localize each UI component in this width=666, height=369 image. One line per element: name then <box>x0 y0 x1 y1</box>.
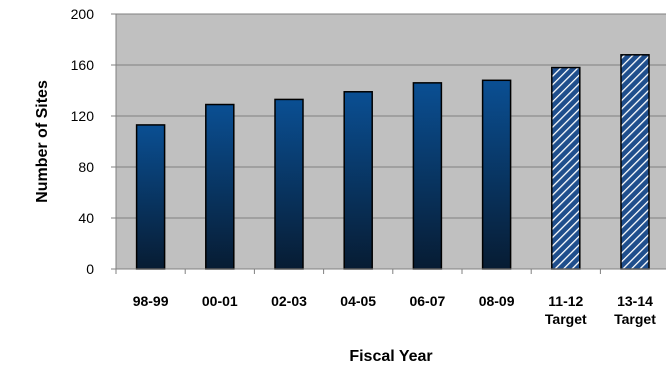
bar-98-99 <box>135 124 166 270</box>
y-axis-title: Number of Sites <box>34 80 51 203</box>
y-tick-label: 120 <box>71 108 95 124</box>
x-tick-sublabel: Target <box>545 311 587 327</box>
plot-area <box>116 14 666 269</box>
y-tick-label: 0 <box>86 261 94 277</box>
x-tick-label: 11-12 <box>548 293 583 309</box>
x-tick-label: 00-01 <box>202 293 238 309</box>
x-tick-label: 08-09 <box>479 293 515 309</box>
bar-08-09 <box>481 79 512 270</box>
axes <box>111 13 666 274</box>
x-tick-label: 02-03 <box>271 293 307 309</box>
bar-11-12 <box>551 66 581 270</box>
bar-02-03 <box>274 98 304 270</box>
x-tick-label: 98-99 <box>133 293 169 309</box>
x-tick-label: 13-14 <box>617 293 653 309</box>
x-tick-sublabel: Target <box>614 311 656 327</box>
labels: 0 40 80 120 160 200 98-99 00-01 02-03 04-05 06-07 0… <box>71 6 657 327</box>
bar-13-14 <box>620 54 650 270</box>
x-tick-label: 04-05 <box>340 293 376 309</box>
y-tick-label: 200 <box>71 6 95 22</box>
y-tick-label: 40 <box>78 210 94 226</box>
y-tick-label: 80 <box>78 159 94 175</box>
x-tick-label: 06-07 <box>409 293 445 309</box>
y-tick-label: 160 <box>71 57 95 73</box>
bar-04-05 <box>343 91 373 270</box>
x-axis-title: Fiscal Year <box>349 348 432 365</box>
bars <box>135 54 650 270</box>
bar-00-01 <box>205 103 235 270</box>
bar-06-07 <box>412 82 443 270</box>
